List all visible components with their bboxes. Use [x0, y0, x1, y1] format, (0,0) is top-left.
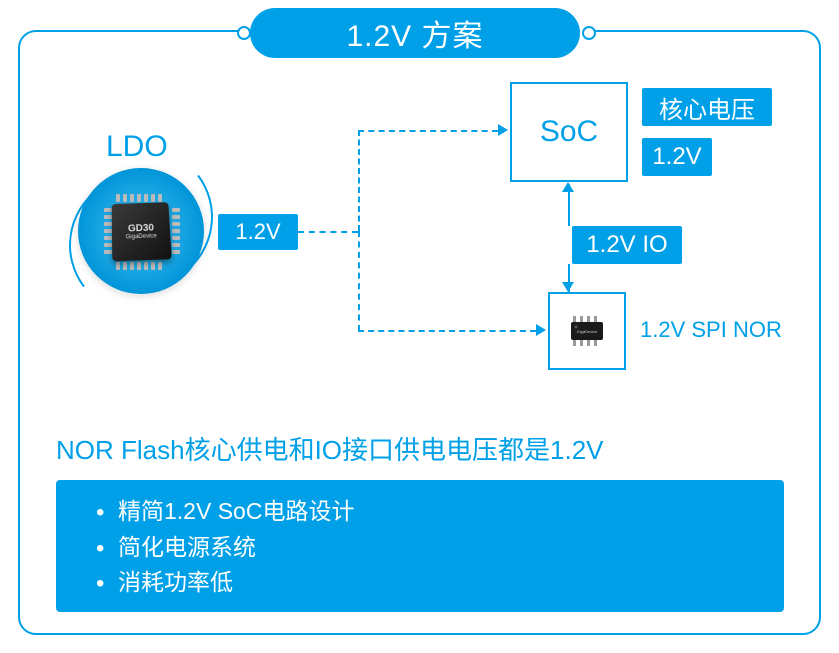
core-voltage-label-badge: 核心电压 — [642, 88, 772, 126]
flash-label: 1.2V SPI NOR — [640, 317, 782, 343]
bullet-item: 简化电源系统 — [96, 530, 744, 566]
title-dot-left — [237, 26, 251, 40]
bullet-list: 精简1.2V SoC电路设计 简化电源系统 消耗功率低 — [96, 494, 744, 601]
bullet-panel: 精简1.2V SoC电路设计 简化电源系统 消耗功率低 — [56, 480, 784, 612]
wire — [358, 130, 360, 231]
arrow-icon — [562, 182, 574, 192]
bullet-item: 精简1.2V SoC电路设计 — [96, 494, 744, 530]
arrow-icon — [498, 124, 508, 136]
soc-label: SoC — [540, 115, 598, 149]
wire — [358, 130, 498, 132]
io-voltage-badge: 1.2V IO — [572, 226, 682, 264]
ldo-output-badge: 1.2V — [218, 214, 298, 250]
bullet-item: 消耗功率低 — [96, 565, 744, 601]
svg-text:GigaDevice: GigaDevice — [577, 329, 598, 334]
wire — [358, 330, 536, 332]
wire — [358, 231, 360, 331]
flash-chip-icon: GigaDevice — [565, 316, 609, 346]
arrow-icon — [562, 282, 574, 292]
core-voltage-value-badge: 1.2V — [642, 138, 712, 176]
chip-marking: GigaDevice — [126, 233, 157, 240]
flash-box: GigaDevice — [548, 292, 626, 370]
arrow-icon — [536, 324, 546, 336]
soc-box: SoC — [510, 82, 628, 182]
description-text: NOR Flash核心供电和IO接口供电电压都是1.2V — [56, 430, 604, 467]
wire — [298, 231, 358, 233]
title-dot-right — [582, 26, 596, 40]
title-pill: 1.2V 方案 — [250, 8, 580, 58]
ldo-chip-icon: GD30 GigaDevice — [100, 190, 182, 272]
